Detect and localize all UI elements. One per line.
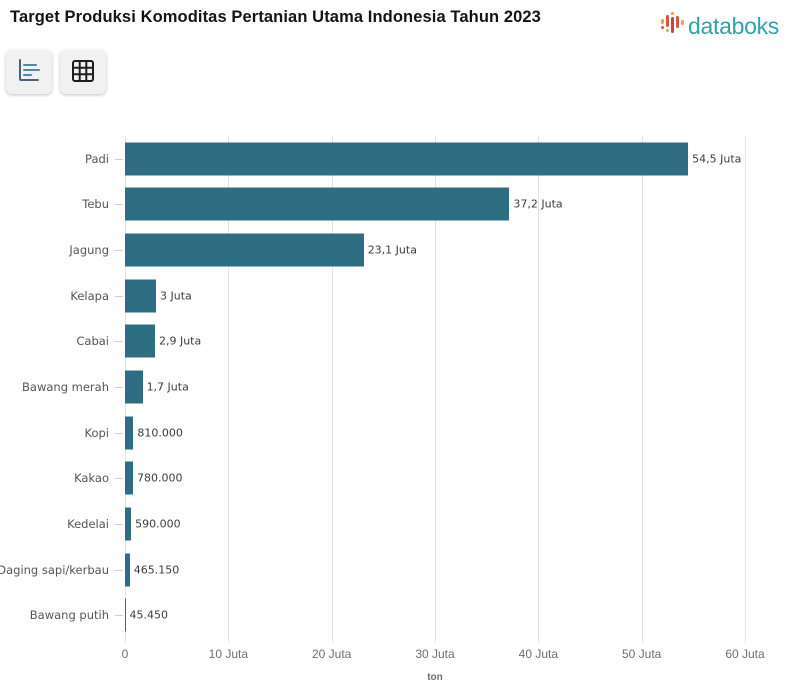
category-tick (115, 250, 123, 252)
category-row: Daging sapi/kerbau (0, 547, 125, 593)
table-grid-icon (69, 57, 97, 88)
bar-chart: Padi Tebu Jagung Kelapa Cabai Bawang merah Kop… (0, 120, 791, 689)
value-label: 810.000 (137, 426, 183, 440)
bar-row: 810.000 (125, 410, 745, 456)
category-row: Cabai (0, 319, 125, 365)
value-label: 780.000 (137, 471, 183, 485)
bar[interactable] (125, 279, 156, 313)
gridline (228, 136, 230, 643)
value-label: 3 Juta (160, 289, 192, 303)
value-label: 54,5 Juta (692, 152, 742, 166)
value-label: 590.000 (135, 517, 181, 531)
x-tick-label: 0 (121, 647, 129, 661)
bar-row: 2,9 Juta (125, 319, 745, 365)
bar-row: 23,1 Juta (125, 227, 745, 273)
category-tick (115, 478, 123, 480)
view-toolbar (6, 50, 106, 94)
category-tick (115, 523, 123, 525)
category-label: Bawang putih (29, 608, 109, 623)
gridline (745, 136, 746, 643)
databoks-logo: databoks (659, 10, 779, 42)
category-label: Kopi (84, 425, 110, 440)
bar[interactable] (125, 461, 134, 495)
bar[interactable] (125, 233, 364, 267)
category-row: Tebu (0, 182, 125, 228)
category-row: Bawang putih (0, 592, 125, 638)
gridline (641, 136, 643, 643)
bar[interactable] (125, 553, 130, 587)
category-label: Kakao (74, 471, 109, 486)
x-tick-label: 10 Juta (208, 647, 249, 661)
databoks-logo-text: databoks (688, 12, 779, 39)
page-title: Target Produksi Komoditas Pertanian Utam… (10, 8, 541, 26)
x-tick-label: 60 Juta (725, 647, 765, 661)
x-tick-label: 50 Juta (621, 647, 662, 661)
category-tick (115, 341, 123, 343)
bar-row: 37,2 Juta (125, 182, 745, 228)
bar-row: 780.000 (125, 455, 745, 501)
value-label: 45.450 (129, 608, 168, 622)
bar[interactable] (125, 370, 143, 404)
bar[interactable] (125, 324, 155, 358)
bar-row: 590.000 (125, 501, 745, 547)
databoks-logo-icon (659, 10, 686, 42)
gridline (538, 136, 540, 643)
bar-row: 465.150 (125, 547, 745, 593)
category-label: Daging sapi/kerbau (0, 562, 109, 577)
category-tick (115, 569, 123, 571)
gridline (331, 136, 333, 643)
category-tick (115, 204, 123, 206)
category-row: Jagung (0, 227, 125, 273)
bar[interactable] (125, 416, 134, 450)
value-label: 465.150 (133, 563, 180, 577)
category-label: Kelapa (70, 288, 109, 303)
category-row: Kakao (0, 455, 125, 501)
category-tick (115, 158, 123, 160)
plot-area: 54,5 Juta 37,2 Juta 23,1 Juta 3 Juta 2,9 Jut… (125, 136, 746, 643)
category-axis: Padi Tebu Jagung Kelapa Cabai Bawang merah Kop… (0, 136, 125, 638)
category-row: Padi (0, 136, 125, 182)
value-label: 37,2 Juta (513, 197, 563, 211)
bar-row: 54,5 Juta (125, 136, 745, 182)
category-row: Kelapa (0, 273, 125, 319)
category-label: Jagung (69, 243, 109, 258)
bar-row: 1,7 Juta (125, 364, 745, 410)
category-label: Padi (85, 151, 109, 166)
x-tick-label: 30 Juta (415, 647, 455, 661)
x-axis-title: ton (427, 672, 443, 683)
x-tick-label: 20 Juta (311, 647, 352, 661)
value-label: 23,1 Juta (367, 243, 417, 257)
bar-row: 3 Juta (125, 273, 745, 319)
bar[interactable] (125, 142, 689, 176)
table-view-button[interactable] (60, 50, 106, 94)
category-label: Kedelai (67, 516, 109, 531)
category-tick (115, 387, 123, 389)
category-tick (115, 432, 123, 434)
category-row: Bawang merah (0, 364, 125, 410)
category-label: Tebu (82, 197, 109, 212)
category-label: Bawang merah (22, 380, 109, 395)
category-label: Cabai (76, 334, 109, 349)
bar[interactable] (125, 507, 132, 541)
horizontal-bar-chart-icon (14, 57, 44, 88)
x-tick-label: 40 Juta (518, 647, 559, 661)
gridline (435, 136, 436, 643)
value-label: 2,9 Juta (158, 334, 202, 348)
value-label: 1,7 Juta (146, 380, 189, 394)
category-row: Kopi (0, 410, 125, 456)
chart-view-button[interactable] (6, 50, 52, 94)
value-axis: 0 10 Juta 20 Juta 30 Juta 40 Juta 50 Juta 60 J… (121, 647, 765, 663)
category-tick (115, 615, 123, 617)
bar-row: 45.450 (125, 592, 745, 638)
bar[interactable] (125, 187, 510, 221)
category-tick (115, 295, 123, 297)
category-row: Kedelai (0, 501, 125, 547)
